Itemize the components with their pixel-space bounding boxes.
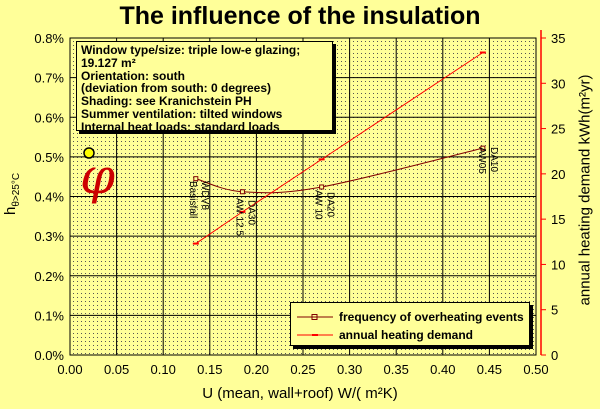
info-box: Window type/size: triple low-e glazing; … <box>76 41 333 134</box>
y-left-tick-label: 0.4% <box>34 190 64 205</box>
x-tick-label: 0.10 <box>151 362 176 377</box>
y-right-tick-label: 0 <box>551 348 558 363</box>
x-tick-label: 0.35 <box>384 362 409 377</box>
x-tick-label: 0.50 <box>523 362 548 377</box>
series-overheating-point <box>193 176 199 182</box>
x-tick-label: 0.25 <box>290 362 315 377</box>
annotation-label: DA30 <box>245 200 256 225</box>
left-axis-title: hθ>25°C <box>2 173 22 215</box>
y-left-tick-label: 0.6% <box>34 110 64 125</box>
info-line: Internal heat loads: standard loads <box>81 119 280 134</box>
y-left-tick-label: 0.5% <box>34 150 64 165</box>
series-layer <box>192 51 486 245</box>
y-right-tick-label: 5 <box>551 303 558 318</box>
legend-item-overheating: frequency of overheating events <box>291 309 529 325</box>
y-left-tick-label: 0.1% <box>34 308 64 323</box>
phi-logo-icon: φ <box>80 147 115 205</box>
legend: frequency of overheating events annual h… <box>290 302 530 346</box>
chart-title: The influence of the insulation <box>119 2 481 30</box>
x-tick-label: 0.30 <box>337 362 362 377</box>
y-left-tick-label: 0.3% <box>34 229 64 244</box>
right-axis-title: annual heating demand kWh(m²yr) <box>576 74 594 306</box>
annotation-label: AW 10 <box>313 190 324 220</box>
legend-label-heating: annual heating demand <box>339 328 474 342</box>
series-overheating-point <box>239 189 245 195</box>
info-line: Orientation: south <box>81 68 185 83</box>
info-line: Summer ventilation: tilted windows <box>81 106 283 121</box>
x-tick-label: 0.15 <box>197 362 222 377</box>
info-line: 19.127 m² <box>81 55 136 70</box>
annotation-label: AW 12.5 <box>233 198 244 236</box>
info-line: Shading: see Kranichstein PH <box>81 94 252 109</box>
x-tick-label: 0.05 <box>104 362 129 377</box>
y-right-tick-label: 25 <box>551 122 565 137</box>
y-left-tick-label: 0.7% <box>34 71 64 86</box>
annotation-label: WDV8 <box>199 181 210 210</box>
x-axis-title: U (mean, wall+roof) W/( m²K) <box>202 385 398 402</box>
left-axis-title-main: h <box>2 206 19 215</box>
y-right-tick-label: 35 <box>551 31 565 46</box>
y-right-tick-label: 15 <box>551 212 565 227</box>
series-overheating-point <box>319 184 325 190</box>
x-tick-label: 0.00 <box>57 362 82 377</box>
info-line: (deviation from south: 0 degrees) <box>81 81 272 96</box>
legend-item-heating: annual heating demand <box>291 327 529 343</box>
series-overheating-line <box>195 147 483 194</box>
left-axis-title-sub: θ>25°C <box>11 172 22 207</box>
y-right-tick-label: 30 <box>551 76 565 91</box>
svg-text:φ: φ <box>80 147 115 205</box>
series-overheating-point <box>480 145 486 151</box>
y-left-tick-label: 0.0% <box>34 348 64 363</box>
annotation-label: Basisfall <box>187 181 198 218</box>
annotation-label: DA10 <box>488 147 499 172</box>
legend-swatch-heating <box>297 334 333 336</box>
annotation-layer: Basisfall WDV8 AW 12.5 DA30 AW 10 DA20 AW05 DA1… <box>187 147 499 236</box>
x-tick-label: 0.20 <box>244 362 269 377</box>
right-axis: 0 5 10 15 20 25 30 35 <box>540 30 565 363</box>
annotation-label: DA20 <box>325 192 336 217</box>
legend-label-overheating: frequency of overheating events <box>339 310 524 324</box>
series-heating-line <box>195 52 484 245</box>
y-right-tick-label: 20 <box>551 167 565 182</box>
y-left-tick-label: 0.8% <box>34 31 64 46</box>
y-left-tick-label: 0.2% <box>34 269 64 284</box>
annotation-label: AW05 <box>476 147 487 174</box>
tick-labels: 0.00 0.05 0.10 0.15 0.20 0.25 0.30 0.35 0.40 0.45… <box>34 31 548 377</box>
x-tick-label: 0.40 <box>430 362 455 377</box>
y-right-tick-label: 10 <box>551 257 565 272</box>
info-line: Window type/size: triple low-e glazing; <box>81 43 301 57</box>
x-tick-label: 0.45 <box>477 362 502 377</box>
legend-swatch-overheating <box>297 314 333 320</box>
